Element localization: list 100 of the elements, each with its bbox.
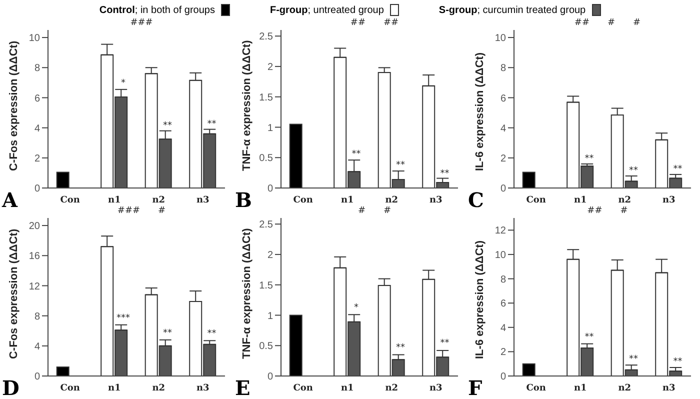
y-tick-label: 1 (267, 122, 274, 134)
y-tick-label: 0 (500, 372, 506, 383)
annotation: ** (584, 332, 594, 343)
x-tick-label: n2 (152, 383, 166, 394)
text: ## (384, 18, 399, 28)
y-tick-label: 0 (34, 372, 40, 383)
y-tick-label: 6 (500, 298, 506, 310)
y-tick-label: 4 (500, 123, 506, 134)
text: A (2, 188, 18, 212)
annotation: *** (116, 313, 130, 324)
annotation: ** (352, 149, 362, 160)
x-tick-label: n2 (618, 383, 632, 394)
text: F (468, 376, 482, 399)
y-tick-label: 8 (34, 311, 40, 322)
x-tick-label: n1 (340, 383, 354, 394)
y-tick-label: 4 (34, 341, 40, 352)
y-tick-label: 2 (267, 250, 274, 262)
annotation: * (354, 302, 359, 313)
x-tick-label: n1 (108, 195, 121, 206)
annotation: ** (396, 160, 406, 170)
y-tick-label: 10 (494, 250, 506, 262)
annotation: ** (162, 120, 172, 131)
legend-label: S-group; curcumin treated group (438, 4, 586, 16)
y-tick-label: 6 (500, 93, 506, 104)
y-tick-label: 0.5 (259, 341, 274, 352)
legend-label: Control; in both of groups (99, 4, 215, 16)
annotation: ** (628, 354, 638, 364)
y-axis-title: IL-6 expression (ΔΔCt) (474, 240, 486, 359)
x-tick-label: n3 (662, 383, 676, 394)
x-tick-label: Con (60, 383, 80, 394)
x-tick-label: n1 (574, 195, 587, 206)
y-tick-label: 4 (500, 322, 506, 334)
text: C (468, 188, 484, 212)
x-tick-label: n3 (662, 195, 676, 206)
y-tick-label: 0 (34, 184, 40, 195)
text: # (620, 206, 628, 216)
text: ## (587, 206, 602, 216)
x-tick-label: n1 (340, 195, 354, 206)
y-tick-label: 0 (267, 372, 274, 383)
x-tick-label: n2 (618, 195, 632, 206)
x-tick-label: Con (293, 383, 314, 394)
x-tick-label: n3 (196, 195, 210, 206)
text: # (158, 206, 166, 216)
y-tick-label: 0.5 (259, 153, 274, 164)
y-tick-label: 8 (500, 274, 506, 286)
text: B (235, 188, 252, 212)
y-tick-label: 1.5 (259, 280, 274, 292)
y-tick-label: 2.5 (259, 220, 274, 231)
y-tick-label: 10 (494, 33, 506, 44)
x-tick-label: n3 (196, 383, 210, 394)
y-tick-label: 12 (494, 226, 506, 237)
annotation: ** (584, 154, 594, 164)
y-tick-label: 2 (500, 153, 506, 164)
x-tick-label: n3 (429, 195, 442, 206)
x-tick-label: n1 (108, 383, 121, 394)
x-tick-label: n2 (385, 195, 398, 206)
text: ## (350, 18, 366, 28)
y-axis-title: TNF-α expression (ΔΔCt) (240, 40, 253, 171)
text: D (2, 376, 20, 399)
text: # (633, 18, 641, 28)
y-tick-label: 20 (28, 221, 40, 232)
y-tick-label: 8 (500, 63, 506, 74)
text: ## (574, 18, 590, 28)
text: # (358, 206, 366, 216)
y-tick-label: 0 (267, 184, 274, 195)
y-axis-title: C-Fos expression (ΔΔCt) (8, 40, 20, 171)
annotation: ** (440, 338, 450, 349)
annotation: ** (396, 342, 406, 353)
x-tick-label: Con (526, 383, 546, 394)
y-tick-label: 8 (34, 63, 40, 74)
x-tick-label: Con (60, 195, 80, 206)
legend-label: F-group; untreated group (270, 4, 384, 16)
annotation: ** (207, 329, 217, 340)
y-tick-label: 1 (267, 310, 274, 322)
y-tick-label: 0 (500, 184, 506, 195)
x-tick-label: Con (526, 195, 546, 206)
y-tick-label: 2 (34, 153, 40, 164)
y-tick-label: 1.5 (259, 92, 274, 104)
y-axis-title: TNF-α expression (ΔΔCt) (240, 228, 253, 359)
y-tick-label: 2 (500, 347, 506, 358)
annotation: ** (673, 164, 683, 174)
x-tick-label: n3 (429, 383, 442, 394)
y-tick-label: 16 (28, 251, 40, 262)
y-tick-label: 10 (28, 33, 40, 44)
annotation: ** (207, 119, 217, 130)
x-tick-label: n2 (152, 195, 166, 206)
annotation: * (120, 78, 126, 89)
text: # (608, 18, 616, 28)
y-tick-label: 2 (267, 62, 274, 74)
annotation: ** (628, 166, 638, 176)
x-tick-label: n2 (385, 383, 398, 394)
x-tick-label: Con (293, 195, 314, 206)
y-tick-label: 12 (28, 281, 40, 292)
y-tick-label: 2.5 (259, 32, 274, 43)
annotation: ** (162, 328, 172, 338)
annotation: ** (673, 356, 683, 367)
text: E (235, 376, 250, 399)
y-axis-title: IL-6 expression (ΔΔCt) (474, 52, 486, 171)
y-tick-label: 6 (34, 93, 40, 104)
y-tick-label: 4 (34, 123, 40, 134)
